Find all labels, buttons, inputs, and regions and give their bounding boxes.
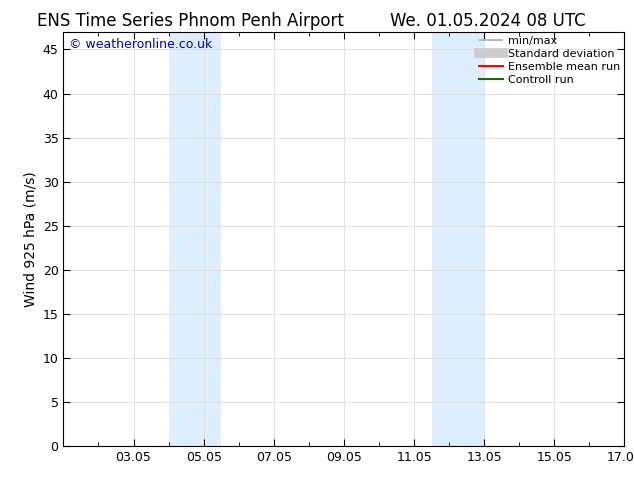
Bar: [432, 32, 484, 446]
Text: © weatheronline.co.uk: © weatheronline.co.uk: [69, 38, 212, 51]
Legend: min/max, Standard deviation, Ensemble mean run, Controll run: min/max, Standard deviation, Ensemble me…: [477, 34, 622, 87]
Y-axis label: Wind 925 hPa (m/s): Wind 925 hPa (m/s): [23, 171, 37, 307]
Text: ENS Time Series Phnom Penh Airport: ENS Time Series Phnom Penh Airport: [37, 12, 344, 30]
Bar: [169, 32, 221, 446]
Text: We. 01.05.2024 08 UTC: We. 01.05.2024 08 UTC: [391, 12, 586, 30]
